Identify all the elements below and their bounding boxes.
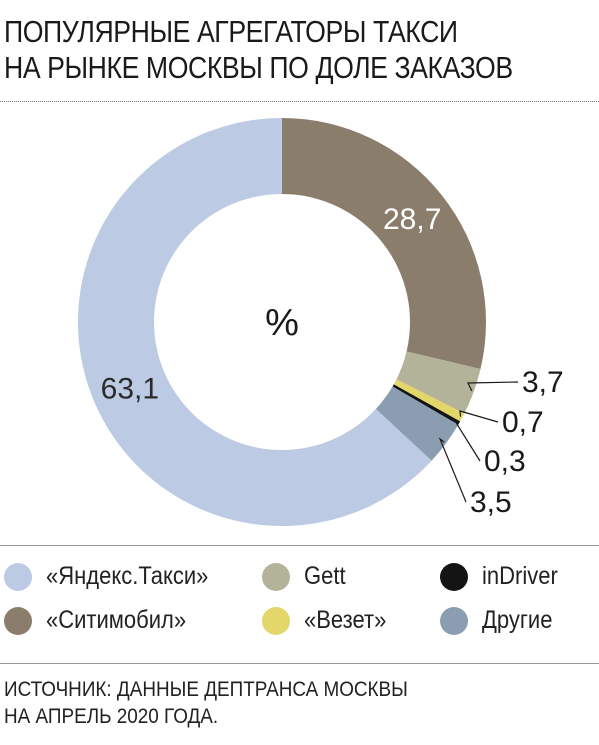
slice-gett <box>396 351 481 414</box>
slice-другие <box>375 386 459 461</box>
legend-item-ситимобил: «Ситимобил» <box>4 606 205 635</box>
legend-divider <box>0 545 599 546</box>
legend-item-indriver: inDriver <box>440 562 568 591</box>
legend-item-gett: Gett <box>262 562 351 591</box>
slice-indriver <box>392 384 461 425</box>
data-label-другие: 3,5 <box>470 486 512 519</box>
slice-везет <box>393 379 465 422</box>
leader-line-везет <box>459 410 499 423</box>
legend-label: «Яндекс.Такси» <box>46 562 209 590</box>
leader-line-gett <box>467 381 519 392</box>
legend-swatch <box>262 606 290 635</box>
leader-line-другие <box>438 437 467 503</box>
title-divider <box>0 101 599 102</box>
legend-item-яндекстакси: «Яндекс.Такси» <box>4 562 231 591</box>
legend-label: inDriver <box>482 562 558 590</box>
chart-title: ПОПУЛЯРНЫЕ АГРЕГАТОРЫ ТАКСИ НА РЫНКЕ МОС… <box>4 14 513 86</box>
legend-label: Другие <box>482 606 553 634</box>
source-divider <box>0 663 599 664</box>
legend-swatch <box>4 606 32 635</box>
legend-swatch <box>440 562 468 591</box>
leader-line-indriver <box>453 419 481 462</box>
slice-яндекстакси <box>77 118 432 526</box>
source-note: ИСТОЧНИК: ДАННЫЕ ДЕПТРАНСА МОСКВЫ НА АПР… <box>4 676 408 730</box>
source-line-2: НА АПРЕЛЬ 2020 ГОДА. <box>4 705 219 728</box>
chart-title-line-2: НА РЫНКЕ МОСКВЫ ПО ДОЛЕ ЗАКАЗОВ <box>4 50 513 85</box>
data-label-яндекстакси: 63,1 <box>101 372 159 405</box>
legend-item-везет: «Везет» <box>262 606 398 635</box>
legend-label: «Ситимобил» <box>46 606 187 634</box>
data-label-indriver: 0,3 <box>484 445 526 478</box>
legend-swatch <box>4 562 32 591</box>
data-label-везет: 0,7 <box>502 406 544 439</box>
legend-item-другие: Другие <box>440 606 562 635</box>
legend-swatch <box>440 606 468 635</box>
data-label-gett: 3,7 <box>522 366 564 399</box>
donut-chart: 28,7 3,7 0,7 0,3 3,5 63,1 % <box>77 118 564 526</box>
slice-ситимобил <box>282 118 486 369</box>
source-line-1: ИСТОЧНИК: ДАННЫЕ ДЕПТРАНСА МОСКВЫ <box>4 678 408 701</box>
legend-label: Gett <box>304 562 346 590</box>
data-label-ситимобил: 28,7 <box>383 203 441 236</box>
legend: «Яндекс.Такси» Gett inDriver «Ситимобил» «Ве… <box>0 550 599 650</box>
legend-label: «Везет» <box>304 606 387 634</box>
legend-swatch <box>262 562 290 591</box>
center-label: % <box>265 302 299 344</box>
chart-title-line-1: ПОПУЛЯРНЫЕ АГРЕГАТОРЫ ТАКСИ <box>4 14 458 49</box>
